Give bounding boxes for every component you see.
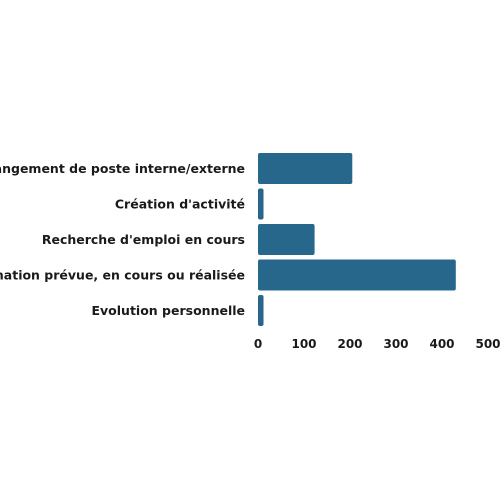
x-tick-label: 200 [337, 337, 362, 351]
bar [258, 153, 353, 184]
x-tick-label: 100 [291, 337, 316, 351]
category-label: Recherche d'emploi en cours [42, 232, 245, 247]
bar [258, 188, 264, 220]
x-tick-label: 500 [475, 337, 500, 351]
bars-group [258, 153, 456, 326]
x-tick-label: 300 [383, 337, 408, 351]
bar [258, 224, 315, 255]
x-tick-label: 400 [429, 337, 454, 351]
category-labels-group: Changement de poste interne/externe Créat… [0, 161, 245, 318]
bar [258, 259, 456, 291]
category-label: Evolution personnelle [92, 303, 246, 318]
x-tick-label: 0 [254, 337, 262, 351]
category-label: Formation prévue, en cours ou réalisée [0, 268, 245, 283]
category-label: Création d'activité [115, 197, 245, 212]
category-label: Changement de poste interne/externe [0, 161, 245, 176]
x-axis-ticks-group: 0 100 200 300 400 500 [254, 337, 500, 351]
bar [258, 295, 264, 326]
